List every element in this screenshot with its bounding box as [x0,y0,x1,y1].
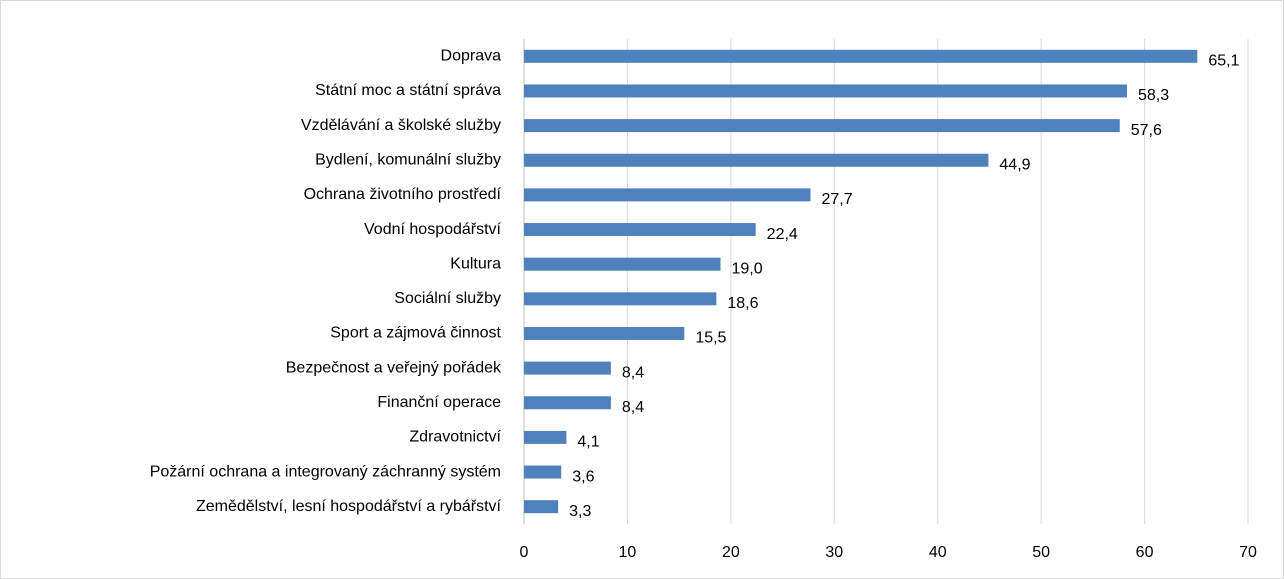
bar [524,84,1127,98]
data-label: 18,6 [727,295,758,312]
x-tick-label: 10 [619,544,637,561]
y-tick-label: Sport a zájmová činnost [330,325,501,342]
data-label: 58,3 [1138,87,1169,104]
bar [524,153,989,167]
data-label: 15,5 [695,330,726,347]
y-tick-label: Zdravotnictví [409,429,501,446]
x-tick-label: 60 [1136,544,1154,561]
y-tick-label: Doprava [441,48,502,65]
y-tick-label: Bezpečnost a veřejný pořádek [286,359,502,376]
y-tick-label: Ochrana životního prostředí [304,186,502,203]
bar [524,361,611,375]
data-label: 44,9 [999,156,1030,173]
bar [524,396,611,410]
data-label: 22,4 [767,226,798,243]
x-tick-label: 30 [825,544,843,561]
x-tick-label: 40 [929,544,947,561]
y-tick-label: Bydlení, komunální služby [315,151,501,168]
data-label: 3,6 [572,468,594,485]
x-tick-label: 20 [722,544,740,561]
y-tick-label: Kultura [450,255,501,272]
data-label: 57,6 [1131,122,1162,139]
bar [524,49,1198,63]
bar [524,223,756,237]
y-tick-label: Vzdělávání a školské služby [301,117,501,134]
data-label: 8,4 [622,364,644,381]
bar [524,292,717,306]
y-tick-label: Státní moc a státní správa [315,82,501,99]
y-tick-label: Zemědělství, lesní hospodářství a rybářs… [196,498,502,515]
x-tick-label: 0 [520,544,529,561]
data-label: 4,1 [577,434,599,451]
bar [524,188,811,202]
y-tick-label: Vodní hospodářství [364,221,502,238]
bar [524,119,1120,133]
bar [524,465,562,479]
data-label: 8,4 [622,399,644,416]
bar [524,500,559,514]
y-tick-label: Požární ochrana a integrovaný záchranný … [150,463,501,480]
y-tick-label: Finanční operace [377,394,501,411]
data-label: 65,1 [1208,53,1239,70]
bar [524,326,685,340]
bar [524,257,721,271]
data-label: 19,0 [732,260,763,277]
data-label: 3,3 [569,503,591,520]
data-label: 27,7 [821,191,852,208]
bar [524,430,567,444]
x-tick-label: 70 [1239,544,1257,561]
y-tick-label: Sociální služby [394,290,501,307]
x-tick-label: 50 [1032,544,1050,561]
